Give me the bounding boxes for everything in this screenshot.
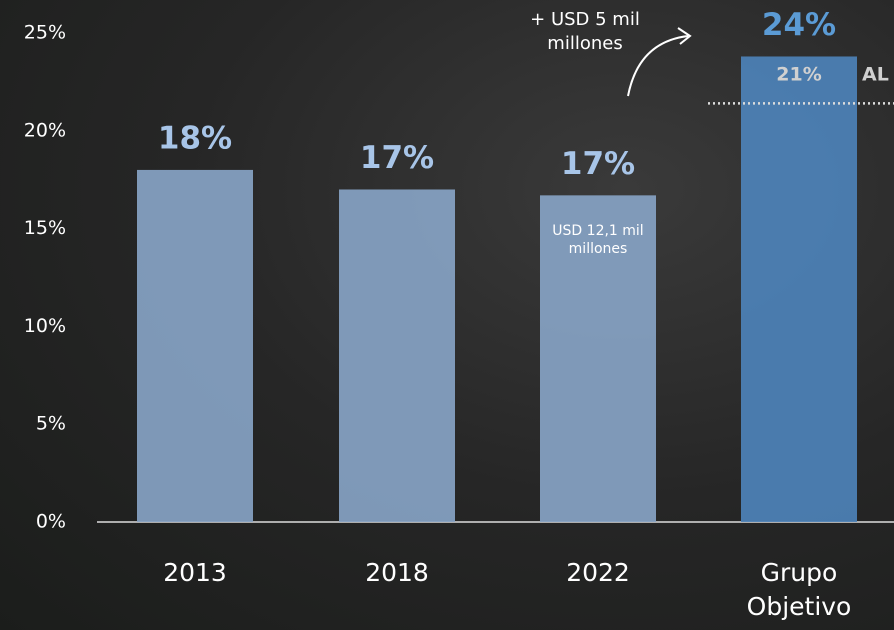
chart: 0% 5% 10% 15% 20% 25% 18% 17% 17% 24% 21% AL + USD … [0,0,894,630]
x-tick-label: 2013 [130,556,260,590]
bar [741,56,857,522]
x-tick-label: 2018 [332,556,462,590]
y-tick-label: 20% [24,119,66,141]
y-tick-label: 0% [36,511,66,533]
x-tick-label: 2022 [533,556,663,590]
value-label: 17% [561,146,635,182]
y-tick-label: 15% [24,217,66,239]
annotation: + USD 5 mil millones [520,8,650,56]
y-tick-label: 25% [24,22,66,44]
y-tick-label: 5% [36,413,66,435]
bar [339,189,455,522]
y-tick-label: 10% [24,315,66,337]
x-tick-label: Grupo Objetivo [734,556,864,624]
chart-svg: 0% 5% 10% 15% 20% 25% 18% 17% 17% 24% 21% AL [0,0,894,630]
reference-text: AL [862,64,889,86]
reference-label: 21% [776,64,821,86]
bar [137,170,253,522]
value-label: 18% [158,120,232,156]
value-label: 24% [762,7,836,43]
value-label: 17% [360,140,434,176]
annotation: USD 12,1 mil millones [543,222,653,258]
